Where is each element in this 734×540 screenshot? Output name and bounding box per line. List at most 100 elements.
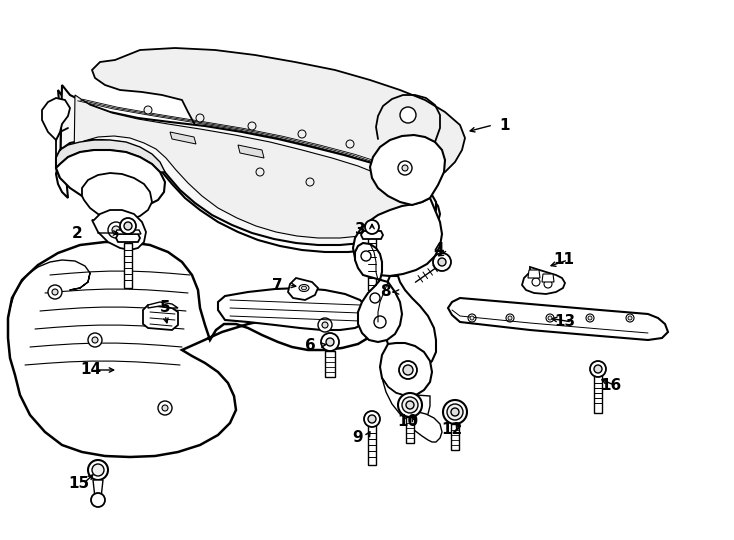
Text: 6: 6 bbox=[305, 338, 316, 353]
Polygon shape bbox=[361, 231, 383, 239]
Circle shape bbox=[506, 314, 514, 322]
Polygon shape bbox=[116, 234, 140, 242]
Text: 3: 3 bbox=[355, 222, 366, 238]
Circle shape bbox=[298, 130, 306, 138]
Circle shape bbox=[438, 258, 446, 266]
Circle shape bbox=[365, 220, 379, 234]
Polygon shape bbox=[56, 140, 165, 172]
Polygon shape bbox=[353, 198, 442, 276]
Circle shape bbox=[92, 337, 98, 343]
Circle shape bbox=[370, 293, 380, 303]
Polygon shape bbox=[542, 274, 554, 282]
Circle shape bbox=[402, 165, 408, 171]
Circle shape bbox=[402, 397, 418, 413]
Circle shape bbox=[406, 401, 414, 409]
Polygon shape bbox=[42, 98, 70, 140]
Circle shape bbox=[248, 122, 256, 130]
Circle shape bbox=[368, 415, 376, 423]
Text: 2: 2 bbox=[72, 226, 83, 240]
Polygon shape bbox=[355, 243, 402, 342]
Polygon shape bbox=[143, 305, 178, 330]
Polygon shape bbox=[238, 145, 264, 158]
Circle shape bbox=[112, 226, 120, 234]
Polygon shape bbox=[406, 417, 414, 443]
Circle shape bbox=[594, 365, 602, 373]
Circle shape bbox=[588, 316, 592, 320]
Text: 16: 16 bbox=[600, 377, 621, 393]
Circle shape bbox=[399, 361, 417, 379]
Circle shape bbox=[92, 464, 104, 476]
Circle shape bbox=[544, 280, 552, 288]
Circle shape bbox=[88, 460, 108, 480]
Circle shape bbox=[546, 314, 554, 322]
Circle shape bbox=[120, 218, 136, 234]
Circle shape bbox=[508, 316, 512, 320]
Polygon shape bbox=[382, 378, 430, 422]
Text: 4: 4 bbox=[433, 242, 443, 258]
Polygon shape bbox=[528, 270, 540, 278]
Circle shape bbox=[306, 178, 314, 186]
Circle shape bbox=[364, 411, 380, 427]
Circle shape bbox=[256, 168, 264, 176]
Polygon shape bbox=[370, 135, 445, 205]
Circle shape bbox=[468, 314, 476, 322]
Text: 10: 10 bbox=[397, 415, 418, 429]
Polygon shape bbox=[115, 230, 141, 234]
Circle shape bbox=[374, 316, 386, 328]
Circle shape bbox=[346, 140, 354, 148]
Circle shape bbox=[196, 114, 204, 122]
Circle shape bbox=[48, 285, 62, 299]
Circle shape bbox=[158, 401, 172, 415]
Polygon shape bbox=[124, 243, 132, 288]
Circle shape bbox=[162, 405, 168, 411]
Circle shape bbox=[326, 338, 334, 346]
Circle shape bbox=[321, 333, 339, 351]
Ellipse shape bbox=[302, 286, 307, 290]
Circle shape bbox=[124, 222, 132, 230]
Circle shape bbox=[398, 161, 412, 175]
Polygon shape bbox=[218, 288, 370, 330]
Polygon shape bbox=[170, 132, 196, 144]
Text: 15: 15 bbox=[68, 476, 89, 490]
Polygon shape bbox=[148, 302, 178, 308]
Text: 12: 12 bbox=[441, 422, 462, 437]
Text: 14: 14 bbox=[80, 362, 101, 377]
Polygon shape bbox=[451, 424, 459, 450]
Circle shape bbox=[470, 316, 474, 320]
Polygon shape bbox=[368, 425, 376, 465]
Circle shape bbox=[400, 107, 416, 123]
Circle shape bbox=[144, 106, 152, 114]
Circle shape bbox=[451, 408, 459, 416]
Polygon shape bbox=[382, 276, 436, 369]
Text: 7: 7 bbox=[272, 278, 283, 293]
Circle shape bbox=[548, 316, 552, 320]
Text: 9: 9 bbox=[352, 429, 363, 444]
Circle shape bbox=[443, 400, 467, 424]
Circle shape bbox=[447, 404, 463, 420]
Polygon shape bbox=[288, 278, 318, 300]
Circle shape bbox=[392, 151, 400, 159]
Text: 5: 5 bbox=[160, 300, 170, 315]
Circle shape bbox=[586, 314, 594, 322]
Polygon shape bbox=[522, 267, 565, 294]
Circle shape bbox=[318, 318, 332, 332]
Polygon shape bbox=[56, 85, 436, 245]
Polygon shape bbox=[72, 95, 418, 238]
Circle shape bbox=[532, 278, 540, 286]
Circle shape bbox=[403, 365, 413, 375]
Text: 1: 1 bbox=[499, 118, 509, 132]
Polygon shape bbox=[93, 480, 103, 498]
Circle shape bbox=[322, 322, 328, 328]
Polygon shape bbox=[325, 351, 335, 377]
Circle shape bbox=[108, 222, 124, 238]
Polygon shape bbox=[448, 298, 668, 340]
Polygon shape bbox=[368, 235, 376, 290]
Polygon shape bbox=[82, 173, 152, 220]
Circle shape bbox=[433, 253, 451, 271]
Ellipse shape bbox=[299, 285, 309, 292]
Text: 13: 13 bbox=[554, 314, 575, 329]
Circle shape bbox=[88, 333, 102, 347]
Polygon shape bbox=[380, 343, 432, 396]
Circle shape bbox=[361, 251, 371, 261]
Circle shape bbox=[628, 316, 632, 320]
